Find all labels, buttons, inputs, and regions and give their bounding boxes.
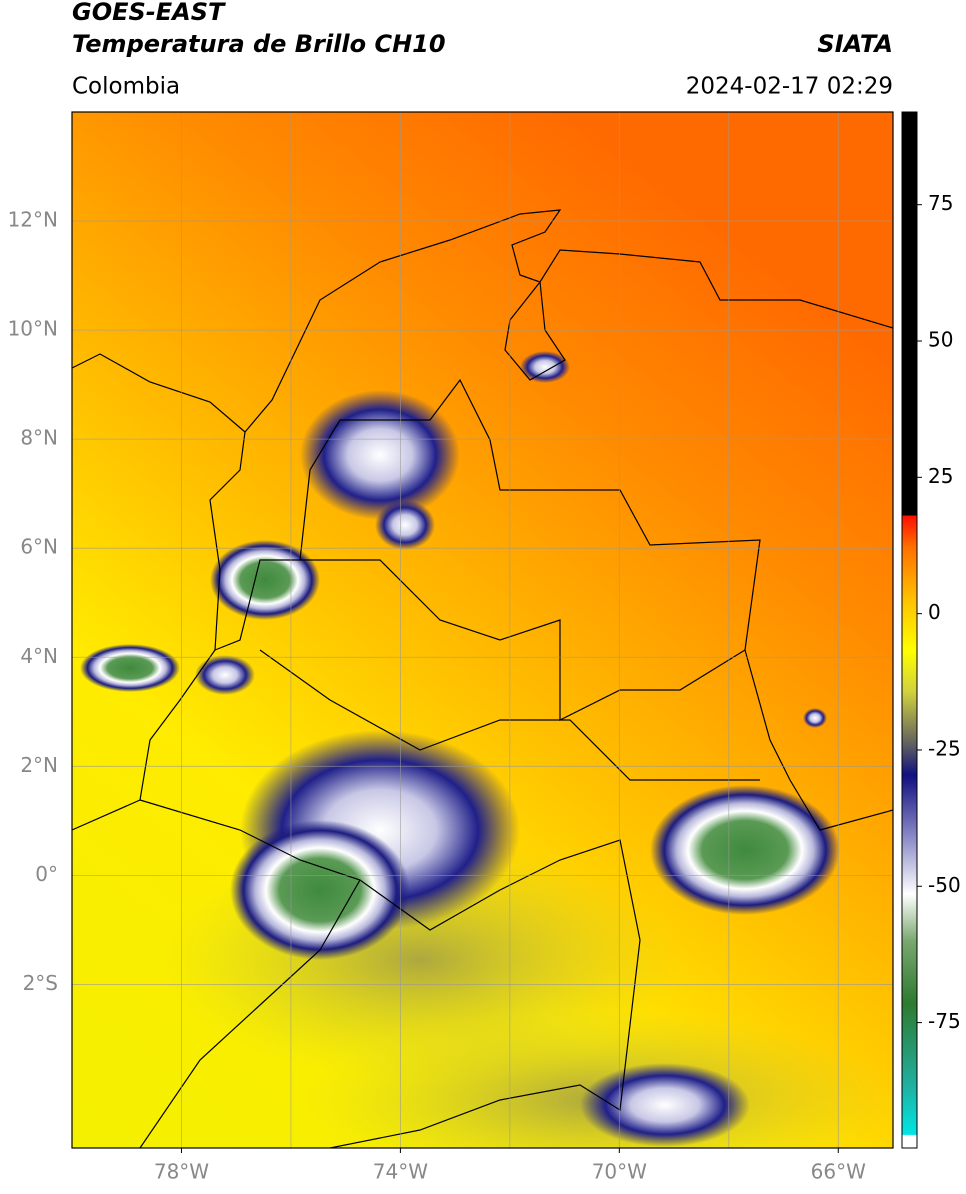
border bbox=[139, 799, 641, 1148]
map-frame bbox=[71, 111, 894, 1149]
border bbox=[259, 649, 760, 781]
cloud bbox=[195, 655, 255, 695]
colorbar-tick-label: 75 bbox=[928, 191, 953, 215]
datetime: 2024-02-17 02:29 bbox=[686, 74, 893, 100]
cloud bbox=[375, 500, 435, 550]
y-tick-label: 4°N bbox=[20, 644, 58, 668]
colorbar bbox=[901, 111, 918, 1149]
coastline bbox=[72, 209, 893, 433]
colorbar-tick-label: -50 bbox=[928, 873, 961, 897]
y-tick-label: 10°N bbox=[8, 317, 58, 341]
colorbar-tick-label: 0 bbox=[928, 600, 941, 624]
cloud bbox=[580, 1063, 750, 1147]
colorbar-tick-label: -25 bbox=[928, 736, 961, 760]
map-image bbox=[72, 112, 893, 1148]
cloud bbox=[300, 390, 460, 520]
y-tick-label: 2°S bbox=[23, 971, 58, 995]
source: SIATA bbox=[817, 30, 893, 58]
x-tick-label: 70°W bbox=[592, 1160, 647, 1184]
x-tick-label: 78°W bbox=[154, 1160, 209, 1184]
cloud bbox=[210, 540, 320, 620]
graticule bbox=[72, 112, 893, 1148]
y-tick-label: 0° bbox=[35, 862, 58, 886]
cloud bbox=[230, 820, 410, 960]
satellite: GOES-EAST bbox=[72, 0, 226, 26]
colorbar-tick-label: 25 bbox=[928, 464, 953, 488]
y-tick-label: 2°N bbox=[20, 753, 58, 777]
colorbar-tick-label: -75 bbox=[928, 1009, 961, 1033]
region: Colombia bbox=[72, 74, 180, 100]
cloud bbox=[650, 785, 840, 915]
cloud bbox=[520, 351, 570, 383]
x-tick-label: 74°W bbox=[373, 1160, 428, 1184]
y-tick-label: 6°N bbox=[20, 535, 58, 559]
border bbox=[214, 378, 893, 831]
border bbox=[139, 879, 361, 1148]
y-tick-label: 8°N bbox=[20, 426, 58, 450]
product: Temperatura de Brillo CH10 bbox=[72, 30, 446, 58]
y-tick-label: 12°N bbox=[8, 208, 58, 232]
x-tick-label: 66°W bbox=[811, 1160, 866, 1184]
colorbar-tick-label: 50 bbox=[928, 328, 953, 352]
cloud bbox=[803, 708, 827, 728]
cloud bbox=[80, 644, 180, 692]
